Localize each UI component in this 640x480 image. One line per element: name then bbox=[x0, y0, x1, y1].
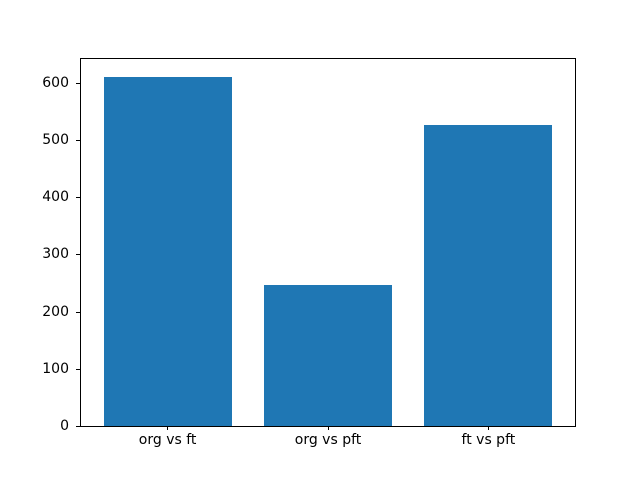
y-axis-tick-label: 300 bbox=[42, 246, 69, 263]
y-axis-tick-label: 600 bbox=[42, 75, 69, 92]
x-axis-tick-label: org vs pft bbox=[294, 432, 362, 448]
bar-ft-vs-pft bbox=[424, 124, 553, 426]
x-axis-tick-label: org vs ft bbox=[138, 432, 197, 448]
y-axis-tick-label: 500 bbox=[42, 132, 69, 149]
plot-area bbox=[80, 58, 576, 427]
y-tick-mark bbox=[76, 425, 80, 427]
y-axis-tick-label: 0 bbox=[60, 417, 69, 434]
x-tick-mark bbox=[327, 426, 329, 430]
y-axis-tick-label: 200 bbox=[42, 303, 69, 320]
y-axis-tick-label: 100 bbox=[42, 360, 69, 377]
y-tick-mark bbox=[76, 254, 80, 256]
y-tick-mark bbox=[76, 83, 80, 85]
y-tick-mark bbox=[76, 197, 80, 199]
x-tick-mark bbox=[487, 426, 489, 430]
bar-org-vs-pft bbox=[263, 285, 393, 426]
bar-org-vs-ft bbox=[103, 76, 232, 426]
y-axis-tick-label: 400 bbox=[42, 189, 69, 206]
y-tick-mark bbox=[76, 311, 80, 313]
x-tick-mark bbox=[167, 426, 169, 430]
y-tick-mark bbox=[76, 368, 80, 370]
x-axis-tick-label: ft vs pft bbox=[461, 432, 516, 448]
y-tick-mark bbox=[76, 140, 80, 142]
